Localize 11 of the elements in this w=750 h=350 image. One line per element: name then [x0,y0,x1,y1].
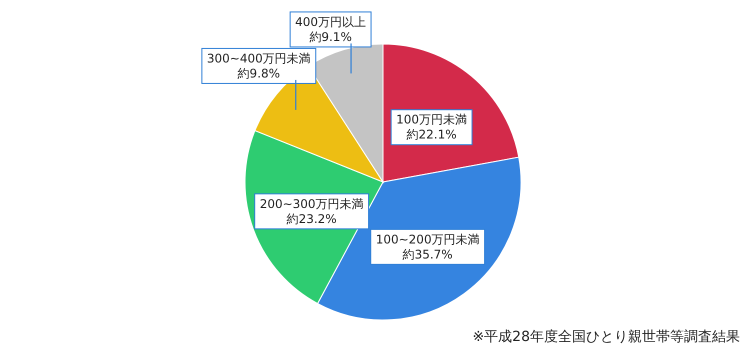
slice-label: 200~300万円未満 [260,196,364,211]
slice-label: 100~200万円未満 [376,232,480,246]
data-label: 約22.1% [406,128,457,142]
data-label: 約9.1% [309,30,352,44]
data-label: 約23.2% [286,212,337,226]
text: ※平成28年度全国ひとり親世帯等調査結果 [472,329,740,345]
slice-label: 300~400万円未満 [206,51,311,66]
slice-label: 400万円以上 [295,14,366,29]
slice-label: 100万円未満 [396,112,468,127]
data-label: 約35.7% [402,247,453,262]
data-label: 約9.8% [238,66,280,80]
